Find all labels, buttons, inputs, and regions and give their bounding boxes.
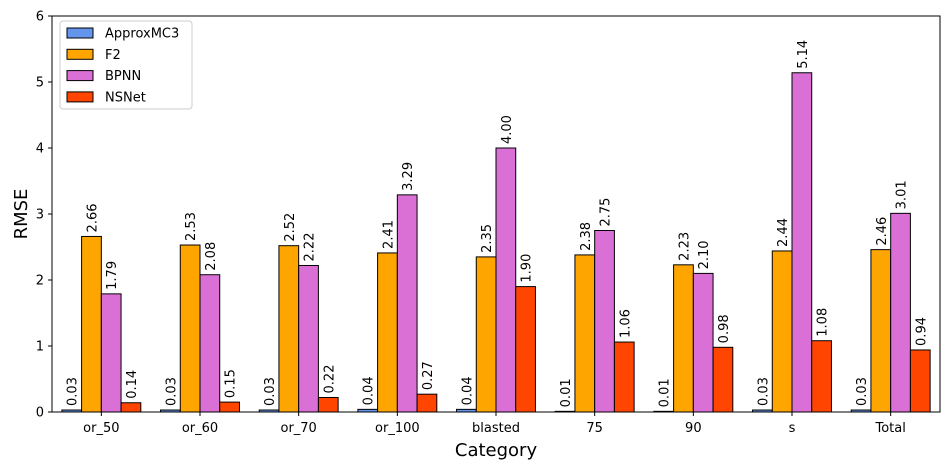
bar-bpnn-90 (692, 272, 714, 413)
x-tick-label: or_100 (375, 421, 420, 436)
bar-nsnet-or_50 (120, 402, 142, 413)
data-label: 2.35 (480, 224, 495, 253)
bar-f2-or_50 (81, 235, 102, 413)
data-label: 2.23 (677, 232, 692, 261)
data-label: 2.46 (875, 217, 890, 246)
legend-swatch-nsnet (66, 91, 94, 103)
bar-bpnn-75 (594, 230, 615, 413)
x-axis: or_50 or_60 or_70 or_100 blasted 75 90 s Total (83, 412, 906, 436)
bar-nsnet-blasted (515, 286, 536, 413)
data-label: 0.01 (559, 378, 574, 407)
y-tick-label: 4 (36, 142, 44, 157)
data-label: 0.03 (66, 377, 81, 406)
bar-nsnet-total (909, 349, 931, 413)
legend-box (59, 20, 193, 110)
x-tick-label: blasted (472, 421, 520, 436)
y-tick-label: 2 (36, 274, 44, 289)
bar-bpnn-or_60 (199, 274, 221, 413)
data-label: 2.75 (599, 198, 614, 227)
legend-swatch-approxmc3 (66, 27, 94, 39)
data-label: 1.06 (618, 309, 633, 338)
data-label: 0.94 (914, 317, 929, 346)
x-tick-label: or_70 (280, 421, 316, 436)
bar-bpnn-s (791, 72, 813, 413)
data-label: 2.44 (776, 218, 791, 247)
legend-swatch-bpnn (66, 70, 94, 82)
data-label: 4.00 (500, 115, 515, 144)
data-label: 0.98 (717, 314, 732, 343)
value-label-group: 0.03 0.03 0.03 0.04 0.04 0.01 0.01 0.03 0.03 2.66… (66, 40, 930, 408)
x-tick-label: or_60 (182, 421, 218, 436)
data-label: 2.66 (85, 203, 100, 232)
bar-f2-s (771, 250, 793, 413)
x-axis-title: Category (455, 440, 538, 461)
bar-bpnn-or_100 (396, 194, 418, 413)
bar-f2-or_100 (377, 252, 398, 413)
data-label: 3.29 (401, 162, 416, 191)
x-tick-label: or_50 (83, 421, 119, 436)
y-axis: 0 1 2 3 4 5 6 (36, 10, 52, 421)
data-label: 2.52 (283, 213, 298, 242)
bar-bpnn-blasted (495, 147, 517, 413)
data-label: 0.03 (164, 377, 179, 406)
data-label: 0.15 (224, 369, 239, 398)
data-label: 1.08 (816, 308, 831, 337)
data-label: 5.14 (796, 40, 811, 69)
bar-nsnet-or_100 (416, 393, 438, 413)
data-label: 0.04 (362, 376, 377, 405)
bar-nsnet-or_60 (219, 401, 240, 413)
data-label: 2.53 (184, 212, 199, 241)
y-tick-label: 5 (36, 76, 44, 91)
bar-f2-or_60 (179, 244, 201, 413)
bar-f2-or_70 (278, 245, 300, 413)
data-label: 2.22 (303, 233, 318, 262)
data-label: 0.14 (125, 370, 140, 399)
bar-nsnet-or_70 (317, 396, 339, 413)
data-label: 0.03 (756, 377, 771, 406)
data-label: 2.41 (381, 220, 396, 249)
bar-f2-blasted (475, 256, 497, 413)
bar-bpnn-or_70 (298, 264, 319, 413)
y-axis-title: RMSE (11, 189, 32, 240)
bar-f2-total (870, 249, 892, 413)
bar-nsnet-s (811, 340, 832, 413)
data-label: 0.03 (263, 377, 278, 406)
data-label: 1.90 (520, 254, 535, 283)
bar-nsnet-90 (712, 346, 734, 413)
x-tick-label: s (789, 421, 796, 436)
x-tick-label: Total (874, 421, 905, 436)
bar-bpnn-total (890, 212, 911, 413)
data-label: 2.10 (697, 240, 712, 269)
legend-label-approxmc3: ApproxMC3 (105, 27, 179, 42)
data-label: 0.27 (421, 361, 436, 390)
y-tick-label: 3 (36, 208, 44, 223)
data-label: 1.79 (105, 261, 120, 290)
x-tick-label: 90 (685, 421, 702, 436)
legend-label-nsnet: NSNet (105, 90, 146, 105)
legend-swatch-f2 (66, 48, 94, 60)
data-label: 0.22 (322, 365, 337, 394)
legend: ApproxMC3 F2 BPNN NSNet (59, 20, 193, 110)
bar-f2-75 (574, 254, 596, 413)
data-label: 0.03 (855, 377, 870, 406)
data-label: 0.01 (658, 378, 673, 407)
data-label: 3.01 (895, 180, 910, 209)
bar-group (61, 72, 931, 413)
x-tick-label: 75 (586, 421, 603, 436)
y-tick-label: 1 (36, 340, 44, 355)
data-label: 0.04 (460, 376, 475, 405)
legend-label-bpnn: BPNN (105, 69, 141, 84)
data-label: 2.08 (204, 242, 219, 271)
bar-f2-90 (673, 264, 694, 413)
y-tick-label: 0 (36, 406, 44, 421)
bar-bpnn-or_50 (100, 293, 122, 413)
y-tick-label: 6 (36, 10, 44, 25)
data-label: 2.38 (579, 222, 594, 251)
legend-label-f2: F2 (105, 48, 121, 63)
bar-nsnet-75 (613, 341, 635, 413)
